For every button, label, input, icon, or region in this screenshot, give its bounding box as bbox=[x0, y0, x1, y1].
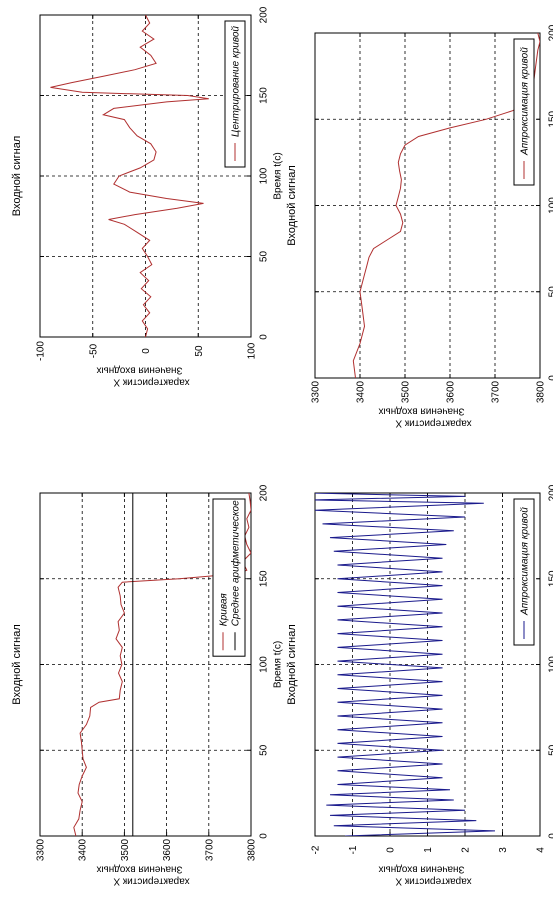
y-tick-label: 3800 bbox=[247, 838, 258, 861]
series-line-0 bbox=[73, 493, 251, 836]
y-axis-label-line2: характеристик X bbox=[113, 377, 190, 388]
chart-title: Входной сигнал bbox=[11, 136, 23, 217]
legend-entry: Кривая bbox=[219, 593, 230, 627]
x-tick-label: 0 bbox=[548, 833, 553, 839]
y-axis-label-line1: Значения входных bbox=[378, 406, 464, 417]
legend: Центрирование кривой bbox=[224, 20, 246, 168]
chart-panel-p1: 0 50 100 150 200 3300 3400 3500 3600 3700 3800 Вход… bbox=[11, 484, 284, 886]
x-tick-label: 100 bbox=[259, 167, 270, 184]
x-tick-label: 200 bbox=[548, 484, 553, 501]
x-tick-label: 100 bbox=[548, 656, 553, 673]
legend-box bbox=[212, 498, 246, 657]
y-tick-label: -100 bbox=[36, 341, 47, 361]
y-axis-label-line1: Значения входных bbox=[96, 864, 182, 875]
y-tick-label: 100 bbox=[247, 342, 258, 359]
chart-title: Входной сигнал bbox=[11, 624, 23, 705]
x-tick-label: 200 bbox=[259, 6, 270, 23]
x-tick-label: 0 bbox=[259, 833, 270, 839]
x-tick-label: 0 bbox=[259, 334, 270, 340]
x-tick-label: 150 bbox=[259, 87, 270, 104]
legend: Кривая Среднее арифметическое bbox=[212, 498, 246, 657]
y-axis-label-line2: характеристик X bbox=[395, 876, 472, 887]
x-tick-label: 100 bbox=[259, 656, 270, 673]
legend-entry: Аппроксимация кривой bbox=[520, 507, 531, 616]
y-tick-label: -2 bbox=[311, 845, 322, 854]
x-axis-label: Время t(c) bbox=[273, 152, 284, 199]
legend-box bbox=[224, 20, 246, 168]
y-tick-label: 3500 bbox=[401, 380, 412, 403]
y-tick-label: 3300 bbox=[311, 380, 322, 403]
y-tick-label: 50 bbox=[194, 345, 205, 357]
y-tick-label: 4 bbox=[536, 847, 547, 853]
x-tick-label: 50 bbox=[259, 251, 270, 263]
y-axis-label-line1: Значения входных bbox=[96, 365, 182, 376]
y-tick-label: 3700 bbox=[491, 380, 502, 403]
y-tick-label: 3300 bbox=[36, 838, 47, 861]
legend-box bbox=[513, 38, 535, 186]
y-tick-label: 3600 bbox=[162, 838, 173, 861]
x-tick-label: 150 bbox=[548, 570, 553, 587]
y-tick-label: 3500 bbox=[120, 838, 131, 861]
x-tick-label: 200 bbox=[259, 484, 270, 501]
y-tick-label: -1 bbox=[348, 845, 359, 854]
x-tick-label: 200 bbox=[548, 24, 553, 41]
legend-entry: Аппроксимация кривой bbox=[520, 47, 531, 156]
legend-box bbox=[513, 498, 535, 646]
y-tick-label: 3400 bbox=[356, 380, 367, 403]
chart-title: Входной сигнал bbox=[286, 624, 298, 705]
legend: Аппроксимация кривой bbox=[513, 498, 535, 646]
chart-title: Входной сигнал bbox=[286, 165, 298, 246]
y-tick-label: 3600 bbox=[446, 380, 457, 403]
y-tick-label: 3 bbox=[498, 847, 509, 853]
y-axis-label-line2: характеристик X bbox=[113, 876, 190, 887]
x-tick-label: 150 bbox=[548, 110, 553, 127]
legend: Аппроксимация кривой bbox=[513, 38, 535, 186]
chart-panel-p3: 0 50 100 150 200 -100 -50 0 50 100 Входной сигнал В… bbox=[11, 6, 284, 387]
series-line-0 bbox=[50, 15, 209, 337]
x-tick-label: 0 bbox=[548, 375, 553, 381]
y-tick-label: 3800 bbox=[536, 380, 547, 403]
y-axis-label-line1: Значения входных bbox=[378, 864, 464, 875]
y-tick-label: 0 bbox=[386, 847, 397, 853]
y-axis-label-line2: характеристик X bbox=[395, 418, 472, 429]
chart-panel-p2: 0 50 100 150 200 3300 3400 3500 3600 3700 3800 Вход… bbox=[286, 24, 553, 428]
series-line-0 bbox=[315, 493, 496, 836]
y-tick-label: 0 bbox=[141, 348, 152, 354]
x-axis-label: Время t(c) bbox=[273, 641, 284, 688]
x-tick-label: 50 bbox=[548, 286, 553, 298]
x-tick-label: 50 bbox=[259, 744, 270, 756]
y-tick-label: 2 bbox=[461, 847, 472, 853]
legend-entry: Среднее арифметическое bbox=[230, 500, 242, 626]
legend-entry: Центрирование кривой bbox=[231, 26, 242, 137]
y-tick-label: 3400 bbox=[78, 838, 89, 861]
y-tick-label: 3700 bbox=[204, 838, 215, 861]
x-tick-label: 50 bbox=[548, 744, 553, 756]
x-tick-label: 150 bbox=[259, 570, 270, 587]
x-tick-label: 100 bbox=[548, 197, 553, 214]
plot-frame bbox=[314, 32, 541, 379]
y-tick-label: -50 bbox=[88, 343, 99, 358]
y-tick-label: 1 bbox=[423, 847, 434, 853]
